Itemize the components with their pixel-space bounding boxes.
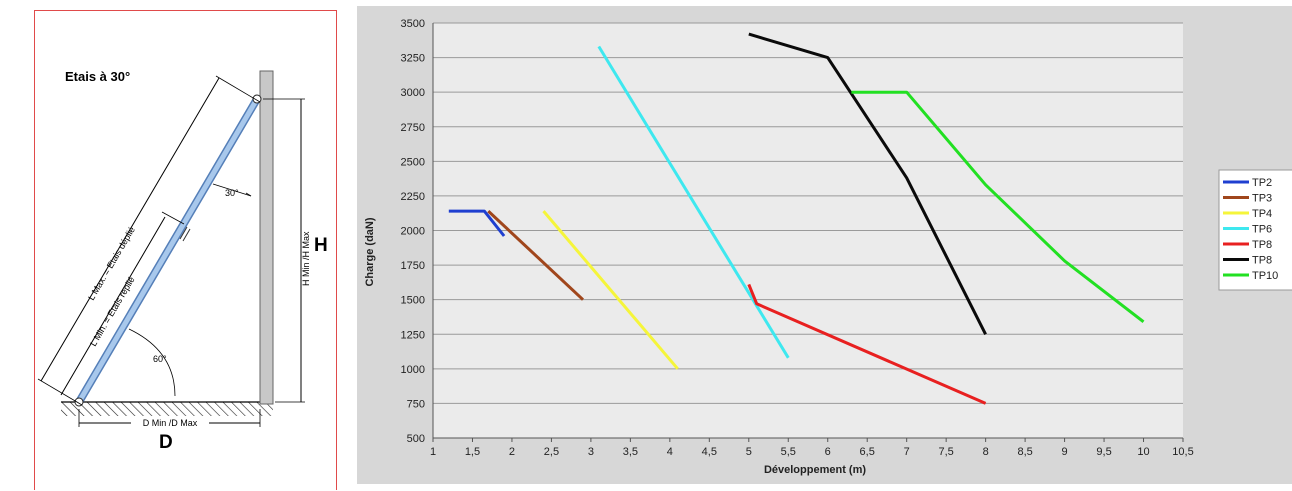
strut-inner [76,96,260,405]
legend-label: TP3 [1252,193,1272,205]
l-min-dimension-line [60,216,166,396]
y-tick-label: 500 [407,433,425,445]
x-tick-label: 5 [746,446,752,458]
series-line-tp8 [747,283,987,405]
x-tick-label: 10 [1137,446,1149,458]
load-chart-svg: 500 750 1000 1250 1500 1750 2000 2250 2500 2750 30… [364,18,1292,476]
x-tick-label: 3 [588,446,594,458]
strut-diagram-drawing: Etais à 30° L Max. = Etais déplié L Min.… [37,69,328,453]
x-tick-label: 3,5 [623,446,638,458]
series-line-tp4 [542,210,679,370]
ground-hatching [61,402,273,416]
legend-label: TP2 [1252,177,1272,189]
y-tick-label: 2250 [401,191,425,203]
y-tick-label: 2750 [401,122,425,134]
y-tick-label: 1750 [401,260,425,272]
x-tick-label: 9 [1062,446,1068,458]
y-tick-label: 3500 [401,18,425,30]
legend: TP2 TP3 TP4 TP6 TP8 TP8 TP10 [1218,169,1292,291]
series-line-tp2 [448,209,506,237]
legend-label: TP10 [1252,270,1278,282]
d-range-label: D Min /D Max [143,418,198,428]
angle-top-label: 30° [225,188,239,198]
x-tick-label: 8,5 [1017,446,1032,458]
x-tick-label: 2,5 [544,446,559,458]
x-tick-label: 9,5 [1096,446,1111,458]
x-tick-label: 7,5 [939,446,954,458]
x-tick-label: 2 [509,446,515,458]
d-label: D [159,432,173,453]
y-tick-label: 1500 [401,295,425,307]
legend-label: TP8 [1252,239,1272,251]
series-lines [448,32,1145,405]
y-tick-label: 750 [407,398,425,410]
y-tick-label: 1250 [401,329,425,341]
legend-label: TP6 [1252,224,1272,236]
y-axis-label: Charge (daN) [364,217,376,286]
x-tick-label: 6 [825,446,831,458]
wall [259,70,274,405]
x-tick-label: 4,5 [702,446,717,458]
angle-bottom-arc [128,328,176,397]
x-tick-label: 10,5 [1172,446,1193,458]
x-tick-label: 5,5 [781,446,796,458]
strut-mark [179,226,188,240]
y-tick-label: 2500 [401,156,425,168]
axes [432,23,1183,439]
legend-label: TP4 [1252,208,1272,220]
legend-label: TP8 [1252,255,1272,267]
series-line-tp3 [487,210,585,301]
angle-bottom-label: 60° [153,354,167,364]
x-tick-label: 1,5 [465,446,480,458]
l-max-dimension-line [40,77,220,382]
x-tick-labels: 1 1,5 2 2,5 3 3,5 4 4,5 5 5,5 6 6,5 7 7,5 8 8,5 9 9,5 10 10… [430,446,1194,458]
h-label: H [314,235,328,256]
x-tick-label: 7 [904,446,910,458]
x-axis-label: Développement (m) [764,464,866,476]
series-line-tp10 [851,90,1145,323]
diagram-title: Etais à 30° [65,69,130,84]
y-tick-label: 1000 [401,364,425,376]
load-chart: 500 750 1000 1250 1500 1750 2000 2250 2500 2750 30… [357,6,1292,484]
x-tick-label: 6,5 [860,446,875,458]
x-tick-label: 1 [430,446,436,458]
strut-mark [182,228,191,242]
y-tick-labels: 500 750 1000 1250 1500 1750 2000 2250 2500 2750 30… [401,18,425,445]
y-tick-label: 3000 [401,87,425,99]
series-line-tp6 [597,45,790,359]
series-line-tp8 [748,32,987,335]
y-tick-label: 2000 [401,226,425,238]
x-tick-label: 8 [983,446,989,458]
y-tick-label: 3250 [401,53,425,65]
strut-diagram: Etais à 30° L Max. = Etais déplié L Min.… [34,10,337,490]
h-range-label: H Min /H Max [301,231,311,286]
x-tick-label: 4 [667,446,673,458]
